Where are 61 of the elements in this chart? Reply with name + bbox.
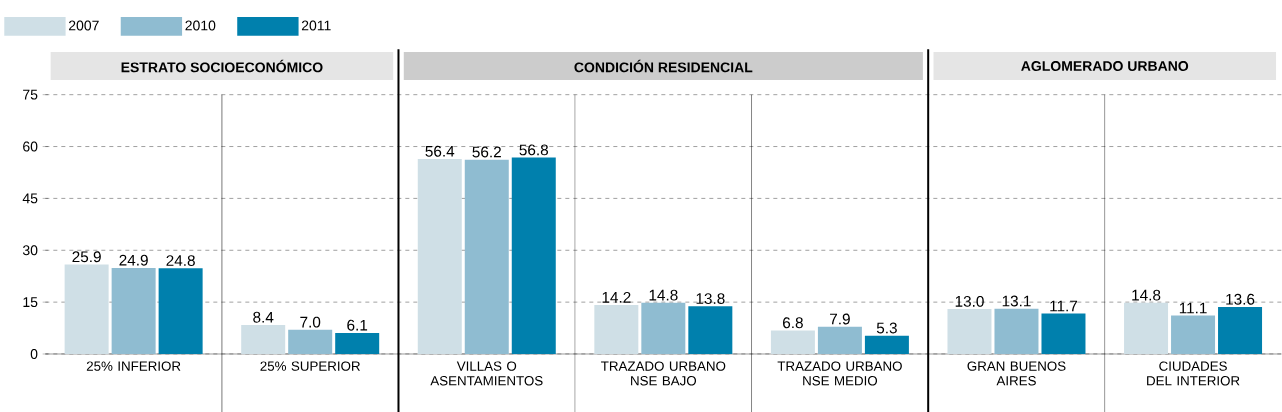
bar: [594, 304, 639, 354]
y-tick-label: 0: [30, 349, 38, 359]
bar: [641, 302, 686, 354]
y-tick-label: 15: [23, 297, 38, 308]
bar: [464, 159, 509, 354]
bar: [994, 308, 1039, 354]
data-label: 13.8: [696, 293, 725, 305]
bar: [1171, 315, 1216, 354]
x-tick-label: GRAN BUENOS AIRES: [967, 361, 1066, 386]
data-label: 14.8: [649, 289, 678, 301]
bar: [1041, 313, 1086, 354]
y-tick-label: 30: [22, 245, 38, 256]
data-label: 24.9: [119, 254, 148, 266]
legend-label: 2007: [68, 20, 99, 31]
bar: [241, 324, 286, 354]
bar: [1124, 302, 1169, 354]
text: AGLOMERADO URBANO: [1021, 61, 1189, 71]
data-label: 11.7: [1050, 300, 1078, 312]
data-label: 5.3: [876, 322, 897, 334]
bar: [511, 157, 556, 354]
data-label: 8.4: [253, 311, 274, 323]
data-label: 11.1: [1179, 302, 1207, 314]
y-tick-label: 75: [23, 89, 38, 100]
data-label: 6.1: [347, 319, 368, 331]
bar: [417, 158, 462, 354]
bar: [158, 268, 203, 354]
data-label: 56.2: [472, 146, 501, 158]
bar: [64, 264, 109, 354]
data-label: 13.6: [1226, 293, 1255, 305]
x-tick-label: 25% SUPERIOR: [260, 361, 360, 371]
bar: [111, 267, 156, 354]
y-tick-label: 60: [23, 141, 38, 152]
x-tick-label: 25% INFERIOR: [86, 361, 181, 371]
text: ESTRATO SOCIOECONÓMICO: [121, 59, 323, 73]
bar: [688, 306, 733, 354]
bar: [864, 335, 909, 354]
data-label: 56.4: [425, 145, 455, 157]
data-label: 7.9: [830, 313, 850, 325]
data-label: 6.8: [783, 317, 803, 329]
legend-label: 2010: [185, 20, 216, 31]
data-label: 56.8: [519, 144, 549, 156]
data-label: 14.8: [1132, 289, 1161, 301]
bar: [770, 330, 815, 354]
bar: [817, 326, 862, 354]
x-tick-label: VILLAS O ASENTAMIENTOS: [430, 361, 543, 386]
text: CONDICIÓN RESIDENCIAL: [574, 59, 753, 73]
bar: [947, 309, 992, 354]
data-label: 7.0: [300, 316, 321, 328]
data-label: 13.0: [955, 295, 984, 307]
data-label: 14.2: [602, 291, 631, 303]
bar: [288, 329, 333, 354]
x-tick-label: TRAZADO URBANO NSE MEDIO: [777, 361, 902, 386]
bar: [335, 332, 380, 354]
data-label: 13.1: [1002, 295, 1031, 307]
bar: [1218, 306, 1263, 354]
x-tick-label: CIUDADES DEL INTERIOR: [1147, 361, 1240, 386]
x-tick-label: TRAZADO URBANO NSE BAJO: [601, 361, 726, 386]
data-label: 25.9: [72, 251, 101, 263]
data-label: 24.8: [166, 255, 195, 266]
legend-label: 2011: [301, 20, 331, 31]
y-tick-label: 45: [22, 193, 38, 204]
